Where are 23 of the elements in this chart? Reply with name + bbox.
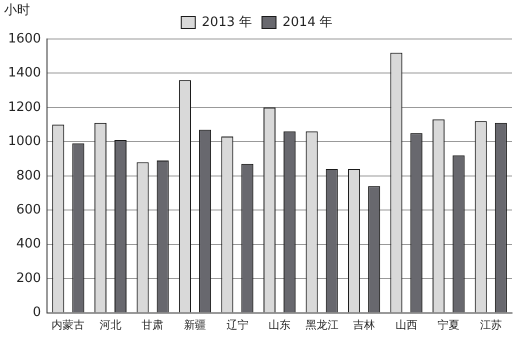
y-tick-label: 1400 [8,66,42,81]
x-tick-label: 江苏 [480,318,502,332]
x-tick-label: 山西 [395,318,418,332]
x-tick-label: 宁夏 [438,318,460,332]
y-tick-label: 1200 [8,100,42,115]
x-tick-label: 辽宁 [226,318,248,332]
y-tick-label: 200 [16,270,42,286]
y-tick-label: 1000 [8,134,42,150]
legend-label: 2013 年 [202,14,252,30]
x-tick-label: 山东 [268,318,291,332]
x-tick-label: 河北 [99,318,122,332]
x-tick-label: 新疆 [184,318,206,332]
y-tick-label: 1600 [8,31,42,46]
y-tick-label: 600 [16,202,42,218]
x-tick-label: 黑龙江 [305,318,338,332]
y-tick-label: 800 [16,168,42,184]
x-tick-label: 吉林 [353,318,376,332]
x-tick-label: 内蒙古 [52,318,85,332]
y-tick-label: 0 [32,305,42,320]
x-tick-label: 甘肃 [142,318,164,332]
legend-label: 2014 年 [282,14,333,30]
y-tick-label: 400 [16,236,42,252]
y-axis-title: 小时 [4,2,30,18]
